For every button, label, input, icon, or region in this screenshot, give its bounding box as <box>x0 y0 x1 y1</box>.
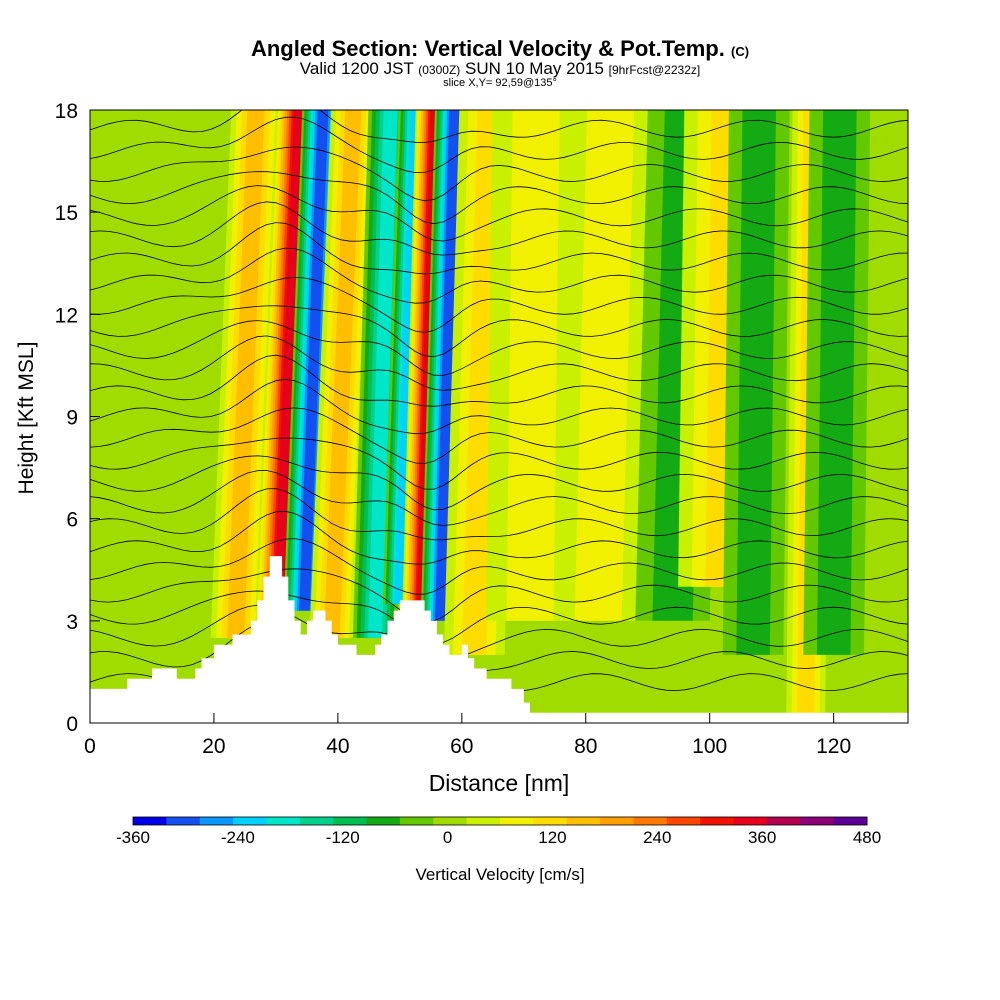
isentrope-line <box>90 276 908 333</box>
valid-utc: (0300Z) <box>418 63 461 77</box>
y-tick-label: 3 <box>66 611 78 634</box>
x-tick-label: 20 <box>202 735 225 758</box>
isentrope-line <box>90 538 908 595</box>
colorbar-swatch <box>666 817 701 825</box>
colorbar-tick-label: 480 <box>853 828 881 847</box>
forecast-info: [9hrFcst@2232z] <box>608 63 701 77</box>
x-tick-label: 0 <box>84 735 96 758</box>
colorbar-swatch <box>766 817 801 825</box>
colorbar-tick-label: 360 <box>748 828 776 847</box>
colorbar-swatch <box>333 817 368 825</box>
isentrope-line <box>90 568 908 623</box>
terrain <box>90 556 908 723</box>
isentrope-line <box>90 470 908 526</box>
colorbar-swatch <box>833 817 868 825</box>
colorbar-swatch <box>733 817 768 825</box>
velocity-band-11-level-2 <box>574 110 635 621</box>
colorbar-swatch <box>199 817 234 825</box>
isentrope-line <box>90 604 908 661</box>
isentrope-line <box>90 201 908 256</box>
colorbar-swatch <box>233 817 267 825</box>
colorbar-swatch <box>399 817 434 825</box>
velocity-band-14-level-2 <box>736 110 776 655</box>
colorbar-swatch <box>433 817 468 825</box>
isentropes <box>90 110 908 696</box>
x-axis-label: Distance [nm] <box>429 770 570 796</box>
isentrope-line <box>90 185 908 242</box>
isentrope-line <box>90 146 908 202</box>
isentrope-line <box>90 171 908 225</box>
valid-time-line: Valid 1200 JST (0300Z) SUN 10 May 2015 [… <box>0 60 1000 79</box>
y-tick-label: 15 <box>55 202 78 225</box>
isentrope-line <box>90 437 908 490</box>
colorbar-swatch <box>600 817 634 825</box>
velocity-band-16-level-2 <box>816 110 857 655</box>
x-tick-label: 60 <box>450 735 473 758</box>
colorbar-tick-label: -240 <box>221 828 255 847</box>
colorbar-tick-label: 0 <box>443 828 452 847</box>
colorbar-swatch <box>700 817 735 825</box>
colorbar-tick-label: 120 <box>538 828 566 847</box>
colorbar-label: Vertical Velocity [cm/s] <box>415 865 584 884</box>
velocity-band-4-level-4 <box>323 110 362 638</box>
y-axis: 0 3 6 9 12 15 18 <box>55 100 100 736</box>
isentrope-line <box>90 378 908 435</box>
colorbar-swatch <box>633 817 668 825</box>
valid-date: SUN 10 May 2015 <box>465 59 604 78</box>
colorbar-swatch <box>366 817 401 825</box>
isentrope-line <box>90 222 908 275</box>
colorbar-swatch <box>299 817 334 825</box>
y-tick-label: 18 <box>55 100 78 123</box>
x-tick-label: 40 <box>326 735 349 758</box>
y-tick-label: 6 <box>66 509 78 532</box>
isentrope-line <box>90 335 908 391</box>
isentrope-line <box>90 455 908 511</box>
colorbar: -360 -240 -120 0 120 240 360 480 <box>116 816 881 847</box>
isentrope-line <box>90 510 908 565</box>
x-tick-label: 120 <box>816 735 851 758</box>
colorbar-tick-label: -120 <box>326 828 360 847</box>
colorbar-swatch <box>800 817 835 825</box>
velocity-band-5-level-5 <box>368 110 398 638</box>
isentrope-line <box>90 247 908 304</box>
velocity-band-10-level-2 <box>506 110 560 621</box>
y-axis-label: Height [Kft MSL] <box>15 342 38 495</box>
colorbar-frame <box>132 816 868 826</box>
colorbar-tick-label: -360 <box>116 828 150 847</box>
velocity-field <box>90 110 908 723</box>
colorbar-swatch <box>266 817 301 825</box>
colorbar-swatch <box>500 817 534 825</box>
x-axis: 0 20 40 60 80 100 120 <box>84 713 851 758</box>
isentrope-line <box>90 590 908 645</box>
isentrope-line <box>90 305 908 358</box>
isentrope-line <box>90 320 908 376</box>
velocity-band-2-level-9 <box>273 110 305 611</box>
colorbar-swatch <box>133 817 167 825</box>
isentrope-line <box>90 488 908 541</box>
colorbar-swatch <box>533 817 568 825</box>
title-main: Angled Section: Vertical Velocity & Pot.… <box>250 36 725 61</box>
y-tick-label: 9 <box>66 407 78 430</box>
isentrope-line <box>90 407 908 464</box>
slice-info: slice X,Y= 92,59@135° <box>443 77 557 89</box>
colorbar-tick-label: 240 <box>643 828 671 847</box>
colorbar-swatch <box>566 817 601 825</box>
velocity-band-8-level-8 <box>435 110 460 621</box>
colorbar-swatch <box>466 817 501 825</box>
x-tick-label: 80 <box>574 735 597 758</box>
x-tick-label: 100 <box>692 735 727 758</box>
title-tag: (C) <box>731 44 750 59</box>
valid-label: Valid 1200 JST <box>299 59 414 78</box>
y-tick-label: 12 <box>55 304 78 327</box>
isentrope-line <box>90 621 908 675</box>
isentrope-line <box>90 110 908 143</box>
colorbar-swatch <box>166 817 201 825</box>
isentrope-line <box>90 354 908 407</box>
isentrope-line <box>90 116 908 174</box>
chart-title: Angled Section: Vertical Velocity & Pot.… <box>0 36 1000 62</box>
y-tick-label: 0 <box>66 713 78 736</box>
